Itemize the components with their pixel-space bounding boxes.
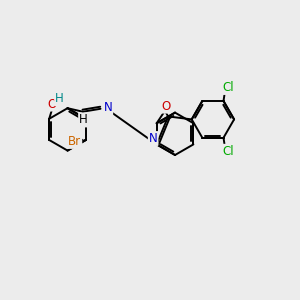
Text: Br: Br bbox=[68, 135, 81, 148]
Text: N: N bbox=[103, 101, 112, 114]
Text: Cl: Cl bbox=[222, 145, 234, 158]
Text: H: H bbox=[79, 113, 88, 127]
Text: Cl: Cl bbox=[222, 81, 234, 94]
Text: H: H bbox=[55, 92, 64, 105]
Text: N: N bbox=[149, 132, 158, 145]
Text: O: O bbox=[47, 98, 56, 111]
Text: O: O bbox=[161, 100, 170, 112]
